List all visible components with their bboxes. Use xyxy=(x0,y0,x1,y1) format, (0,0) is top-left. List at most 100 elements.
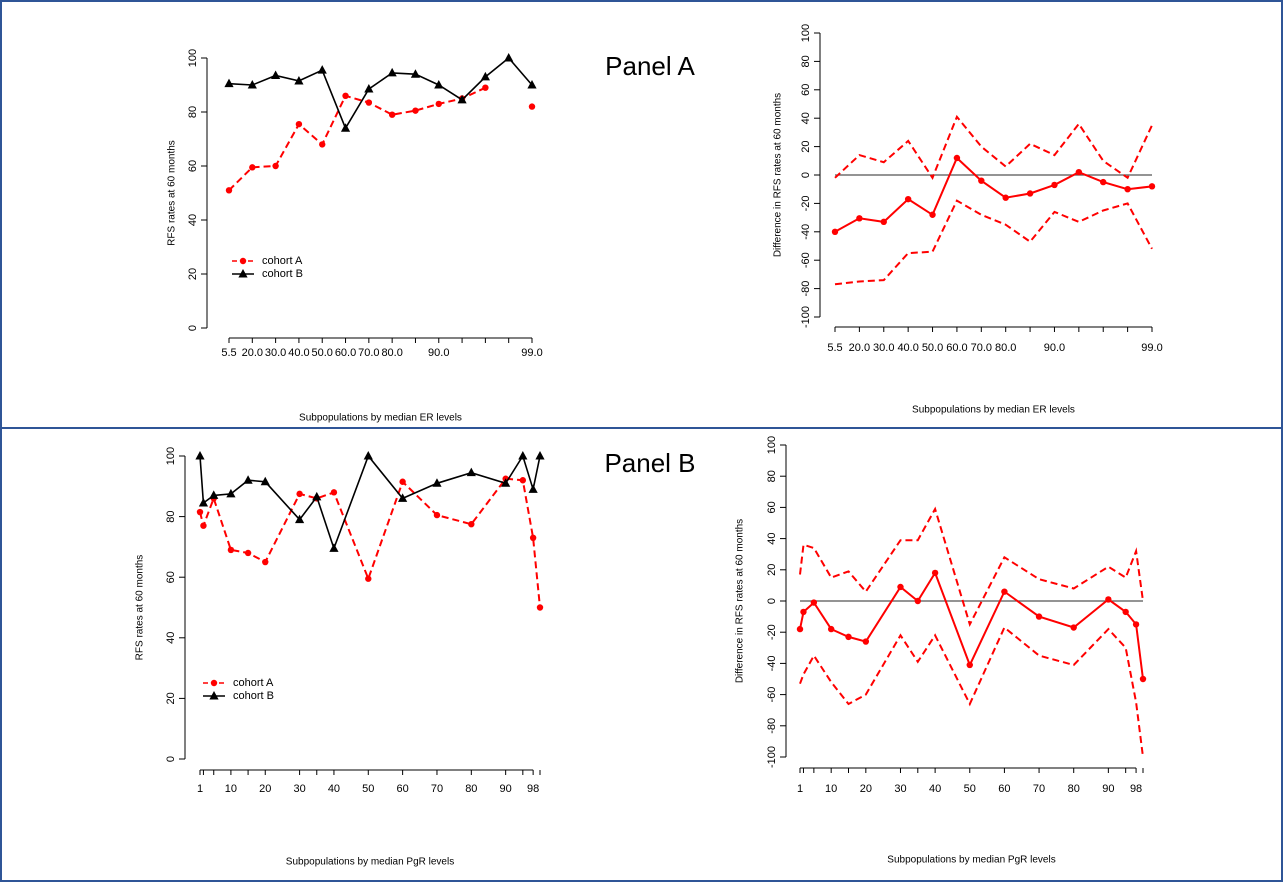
point xyxy=(504,53,514,62)
point xyxy=(364,84,374,93)
point xyxy=(914,597,921,605)
series-line xyxy=(799,506,1144,628)
y-tick-label: 100 xyxy=(187,49,199,67)
point xyxy=(862,638,870,645)
x-tick-label: 50.0 xyxy=(312,347,333,359)
x-tick-label: 90 xyxy=(1102,783,1114,795)
point xyxy=(880,218,887,226)
panel-label: Panel B xyxy=(604,448,695,478)
point xyxy=(1100,178,1107,186)
point xyxy=(410,69,421,78)
point xyxy=(340,123,351,132)
x-tick-label: 80 xyxy=(465,783,477,795)
x-tick-label: 40.0 xyxy=(288,347,309,359)
x-tick-label: 30 xyxy=(293,783,305,795)
y-tick-label: 0 xyxy=(187,325,199,331)
y-tick-label: 20 xyxy=(165,692,177,704)
y-tick-label: -40 xyxy=(800,224,812,240)
x-tick-label: 99.0 xyxy=(521,347,542,359)
point xyxy=(1051,181,1058,189)
x-tick-label: 60.0 xyxy=(946,342,967,354)
point xyxy=(317,65,327,74)
y-axis-title: RFS rates at 60 months xyxy=(167,140,178,246)
y-tick-label: 60 xyxy=(165,571,177,583)
legend-label: cohort B xyxy=(233,690,274,702)
legend-label: cohort A xyxy=(262,255,303,267)
x-tick-label: 50 xyxy=(964,783,976,795)
point xyxy=(529,534,537,542)
x-tick-label: 80 xyxy=(1068,783,1080,795)
y-tick-label: 0 xyxy=(165,756,177,762)
point xyxy=(363,451,373,460)
point xyxy=(387,67,397,77)
x-tick-label: 30.0 xyxy=(265,347,286,359)
y-tick-label: 0 xyxy=(766,598,778,604)
y-tick-label: 100 xyxy=(165,447,177,465)
y-tick-label: -100 xyxy=(800,306,812,328)
point xyxy=(466,467,476,477)
y-tick-label: 80 xyxy=(165,510,177,522)
point xyxy=(294,75,304,85)
x-tick-label: 30.0 xyxy=(873,342,894,354)
y-tick-label: 40 xyxy=(165,632,177,644)
point xyxy=(399,478,406,485)
point xyxy=(519,477,527,484)
y-tick-label: -60 xyxy=(766,687,778,703)
point xyxy=(200,522,207,529)
y-tick-label: 80 xyxy=(766,470,778,482)
x-axis-title: Subpopulations by median ER levels xyxy=(299,413,462,424)
series-line xyxy=(834,156,1153,233)
point xyxy=(527,80,537,89)
y-tick-label: -20 xyxy=(766,624,778,640)
panel-label: Panel A xyxy=(605,51,695,81)
legend-marker xyxy=(238,269,248,278)
y-tick-label: 20 xyxy=(187,268,199,280)
x-tick-label: 10 xyxy=(225,783,237,795)
point xyxy=(342,92,349,100)
y-tick-label: 100 xyxy=(766,436,778,454)
series-line xyxy=(229,88,532,191)
x-tick-label: 1 xyxy=(197,783,203,795)
x-tick-label: 80.0 xyxy=(995,342,1016,354)
x-axis-title: Subpopulations by median PgR levels xyxy=(286,857,454,868)
point xyxy=(412,107,419,114)
x-tick-label: 30 xyxy=(894,783,906,795)
point xyxy=(198,497,209,507)
y-tick-label: -80 xyxy=(766,718,778,734)
point xyxy=(978,177,985,184)
point xyxy=(247,80,257,89)
y-axis-title: RFS rates at 60 months xyxy=(135,555,146,661)
point xyxy=(435,100,442,108)
point xyxy=(1124,186,1131,193)
point xyxy=(535,451,545,460)
x-tick-label: 98 xyxy=(1130,783,1142,795)
y-tick-label: 40 xyxy=(187,214,199,226)
point xyxy=(398,493,408,502)
point xyxy=(1105,596,1112,603)
legend-marker xyxy=(210,679,218,687)
series-line xyxy=(834,199,1153,286)
point xyxy=(196,508,204,516)
point xyxy=(312,491,322,501)
point xyxy=(295,120,303,128)
y-tick-label: -100 xyxy=(766,746,778,768)
x-tick-label: 80.0 xyxy=(381,347,402,359)
point xyxy=(457,94,467,104)
y-tick-label: 60 xyxy=(766,501,778,513)
point xyxy=(330,489,338,496)
point xyxy=(810,599,818,606)
x-tick-label: 20 xyxy=(259,783,271,795)
x-tick-label: 40 xyxy=(929,783,941,795)
x-tick-label: 98 xyxy=(527,783,539,795)
series-line xyxy=(799,625,1144,758)
series-line xyxy=(199,477,541,608)
point xyxy=(271,70,281,80)
point xyxy=(225,187,233,194)
x-tick-label: 20.0 xyxy=(849,342,870,354)
point xyxy=(433,511,441,519)
point xyxy=(329,543,339,552)
point xyxy=(1035,613,1043,620)
x-tick-label: 90.0 xyxy=(1044,342,1065,354)
point xyxy=(1139,675,1147,683)
